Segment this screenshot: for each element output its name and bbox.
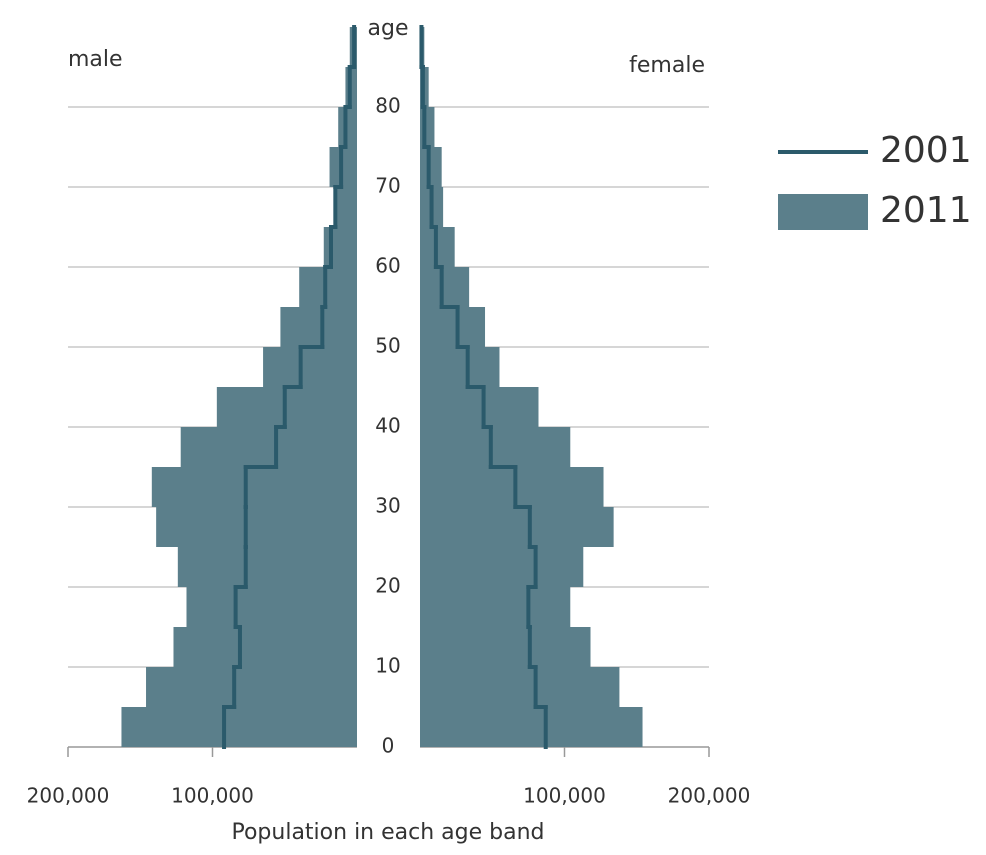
bar bbox=[146, 667, 357, 707]
legend-label: 2001 bbox=[880, 130, 972, 171]
bar bbox=[420, 107, 435, 147]
group-label-left: male bbox=[68, 47, 123, 72]
legend-label: 2011 bbox=[880, 190, 972, 231]
bar bbox=[420, 427, 571, 467]
bar bbox=[420, 467, 604, 507]
bar bbox=[216, 387, 357, 427]
legend-swatch bbox=[778, 194, 868, 230]
bar bbox=[420, 707, 643, 747]
bar bbox=[420, 347, 500, 387]
y-tick-label: 0 bbox=[382, 734, 395, 758]
y-axis-title: age bbox=[368, 16, 409, 41]
bar bbox=[420, 547, 584, 587]
bar bbox=[333, 187, 357, 227]
bar bbox=[420, 307, 486, 347]
x-tick-label: 200,000 bbox=[27, 784, 110, 808]
bar bbox=[299, 267, 357, 307]
y-tick-label: 20 bbox=[375, 574, 400, 598]
x-tick-label: 100,000 bbox=[171, 784, 254, 808]
y-tick-label: 40 bbox=[375, 414, 400, 438]
x-tick-label: 200,000 bbox=[668, 784, 751, 808]
bar bbox=[173, 627, 357, 667]
bar bbox=[420, 147, 442, 187]
y-tick-label: 50 bbox=[375, 334, 400, 358]
bar bbox=[338, 107, 357, 147]
bar bbox=[180, 427, 357, 467]
bar bbox=[420, 627, 591, 667]
x-tick-label: 100,000 bbox=[523, 784, 606, 808]
x-axis-title: Population in each age band bbox=[231, 820, 544, 845]
y-tick-label: 30 bbox=[375, 494, 400, 518]
bar bbox=[177, 547, 357, 587]
bar bbox=[420, 387, 539, 427]
bar bbox=[156, 507, 357, 547]
bar bbox=[329, 147, 357, 187]
bar bbox=[263, 347, 357, 387]
y-tick-label: 10 bbox=[375, 654, 400, 678]
y-tick-label: 60 bbox=[375, 254, 400, 278]
bar bbox=[280, 307, 357, 347]
bar bbox=[420, 507, 614, 547]
bar bbox=[420, 587, 571, 627]
bar bbox=[420, 267, 470, 307]
group-label-right: female bbox=[629, 53, 705, 78]
y-tick-label: 70 bbox=[375, 174, 400, 198]
bar bbox=[323, 227, 357, 267]
bar bbox=[121, 707, 357, 747]
bar bbox=[420, 667, 620, 707]
bar bbox=[186, 587, 357, 627]
y-tick-label: 80 bbox=[375, 94, 400, 118]
bar bbox=[151, 467, 357, 507]
